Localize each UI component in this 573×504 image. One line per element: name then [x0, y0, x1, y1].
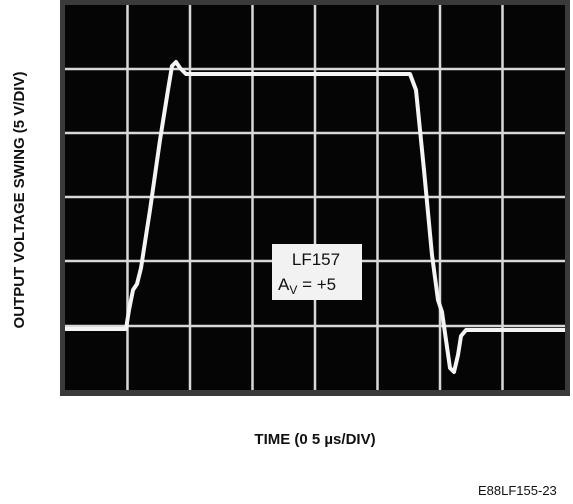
gain-subscript: V	[289, 283, 297, 297]
gain-symbol: A	[278, 275, 290, 294]
y-axis-label: OUTPUT VOLTAGE SWING (5 V/DIV)	[11, 72, 28, 329]
gain-value: = +5	[297, 275, 336, 294]
annotation-gain: AV = +5	[278, 275, 336, 297]
annotation-device: LF157	[292, 250, 340, 269]
waveform-trace	[65, 60, 565, 374]
figure-id: E88LF155-23	[478, 483, 557, 498]
x-axis-label: TIME (0 5 µs/DIV)	[254, 431, 375, 448]
annotation-box	[272, 244, 362, 300]
